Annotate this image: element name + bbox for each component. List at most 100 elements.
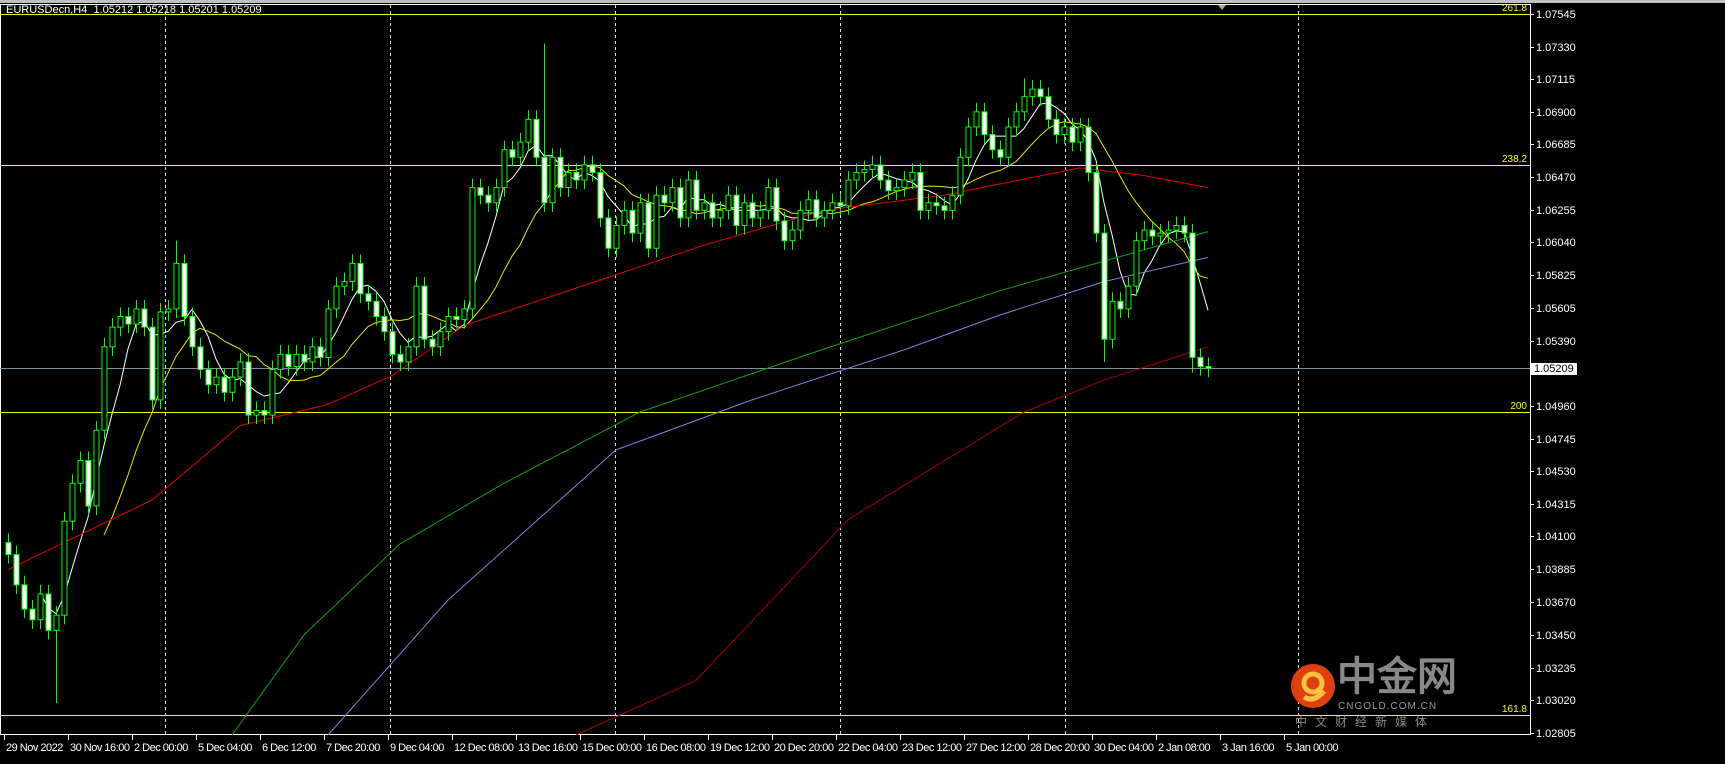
candle xyxy=(773,187,780,222)
candle xyxy=(541,156,548,204)
candle xyxy=(877,164,884,181)
candle xyxy=(69,482,76,522)
candle xyxy=(61,520,68,616)
time-axis-label: 30 Dec 04:00 xyxy=(1094,742,1154,754)
candle xyxy=(813,199,820,219)
candle xyxy=(357,262,364,295)
candle xyxy=(117,315,124,328)
candle xyxy=(197,346,204,371)
candle xyxy=(229,376,236,393)
candle xyxy=(1077,126,1084,143)
time-axis-label: 5 Dec 04:00 xyxy=(198,742,252,754)
candle xyxy=(1109,300,1116,340)
candle xyxy=(245,361,252,416)
price-axis-label: 1.03020 xyxy=(1536,694,1576,707)
candle xyxy=(21,584,28,610)
candle xyxy=(1093,171,1100,234)
candle xyxy=(133,308,140,325)
moving-average-line-3 xyxy=(231,231,1209,736)
candle xyxy=(1125,285,1132,310)
candle xyxy=(565,171,572,189)
candle xyxy=(549,156,556,204)
candle xyxy=(861,168,868,173)
candle xyxy=(1053,118,1060,136)
candle xyxy=(1149,229,1156,237)
candle xyxy=(1173,225,1180,231)
price-axis-label: 1.03235 xyxy=(1536,662,1576,675)
candle xyxy=(581,164,588,181)
price-axis-label: 1.05605 xyxy=(1536,302,1576,315)
candle xyxy=(741,202,748,227)
candle xyxy=(1101,232,1108,340)
candle xyxy=(333,285,340,310)
candle xyxy=(141,308,148,328)
candle xyxy=(149,326,156,401)
candle xyxy=(597,171,604,219)
candle xyxy=(1205,366,1212,369)
fib-level-label: 200 xyxy=(1510,400,1527,412)
candle xyxy=(893,187,900,192)
candle xyxy=(533,118,540,158)
candle xyxy=(973,111,980,128)
candle xyxy=(389,331,396,355)
candle xyxy=(485,194,492,204)
candle xyxy=(269,369,276,416)
candle xyxy=(397,353,404,363)
candle xyxy=(557,156,564,189)
time-axis-label: 29 Nov 2022 xyxy=(6,742,63,754)
candle xyxy=(429,338,436,348)
candle xyxy=(981,111,988,136)
candle xyxy=(837,202,844,207)
time-axis-label: 5 Jan 00:00 xyxy=(1286,742,1339,754)
candle xyxy=(5,541,12,556)
candle xyxy=(301,353,308,363)
candle xyxy=(709,202,716,219)
watermark-logo: 中金网 CNGOLD.COM.CN 中文财经新媒体 xyxy=(1290,655,1490,731)
watermark-brand: 中金网 xyxy=(1337,654,1457,700)
time-axis-label: 28 Dec 20:00 xyxy=(1030,742,1090,754)
price-axis-label: 1.06040 xyxy=(1536,236,1576,249)
candle xyxy=(285,353,292,368)
candle xyxy=(605,217,612,249)
candle xyxy=(989,134,996,151)
candle xyxy=(1133,240,1140,287)
price-axis-label: 1.04315 xyxy=(1536,498,1576,511)
candle xyxy=(1117,300,1124,310)
time-axis-label: 12 Dec 08:00 xyxy=(454,742,514,754)
time-axis-label: 20 Dec 20:00 xyxy=(774,742,834,754)
fib-level-label: 161.8 xyxy=(1501,703,1527,715)
candle xyxy=(1061,126,1068,136)
candle xyxy=(573,171,580,181)
price-axis-label: 1.07330 xyxy=(1536,41,1576,54)
candle xyxy=(477,187,484,196)
candle xyxy=(677,187,684,219)
time-axis-label: 27 Dec 12:00 xyxy=(966,742,1026,754)
price-axis-label: 1.06900 xyxy=(1536,106,1576,119)
price-axis-label: 1.04960 xyxy=(1536,400,1576,413)
chart-header: EURUSDecn,H4 1.05212 1.05218 1.05201 1.0… xyxy=(6,4,262,16)
candle xyxy=(1157,232,1164,237)
time-axis-label: 2 Dec 00:00 xyxy=(134,742,188,754)
candle xyxy=(765,187,772,211)
candle xyxy=(261,410,268,416)
candle xyxy=(405,346,412,363)
time-axis-label: 30 Nov 16:00 xyxy=(70,742,130,754)
candle xyxy=(341,281,348,287)
candle xyxy=(309,346,316,363)
candle xyxy=(413,285,420,348)
candle xyxy=(93,429,100,507)
candle xyxy=(637,202,644,234)
fib-level-label: 261.8 xyxy=(1501,2,1527,14)
time-axis-label: 19 Dec 12:00 xyxy=(710,742,770,754)
candle xyxy=(805,199,812,211)
candle xyxy=(909,171,916,181)
candle xyxy=(653,194,660,249)
candle xyxy=(941,205,948,211)
cngold-logo-icon xyxy=(1291,664,1335,708)
time-axis-label: 2 Jan 08:00 xyxy=(1158,742,1211,754)
candle xyxy=(781,220,788,242)
candle xyxy=(925,202,932,211)
candle xyxy=(53,614,60,631)
candle xyxy=(45,593,52,631)
